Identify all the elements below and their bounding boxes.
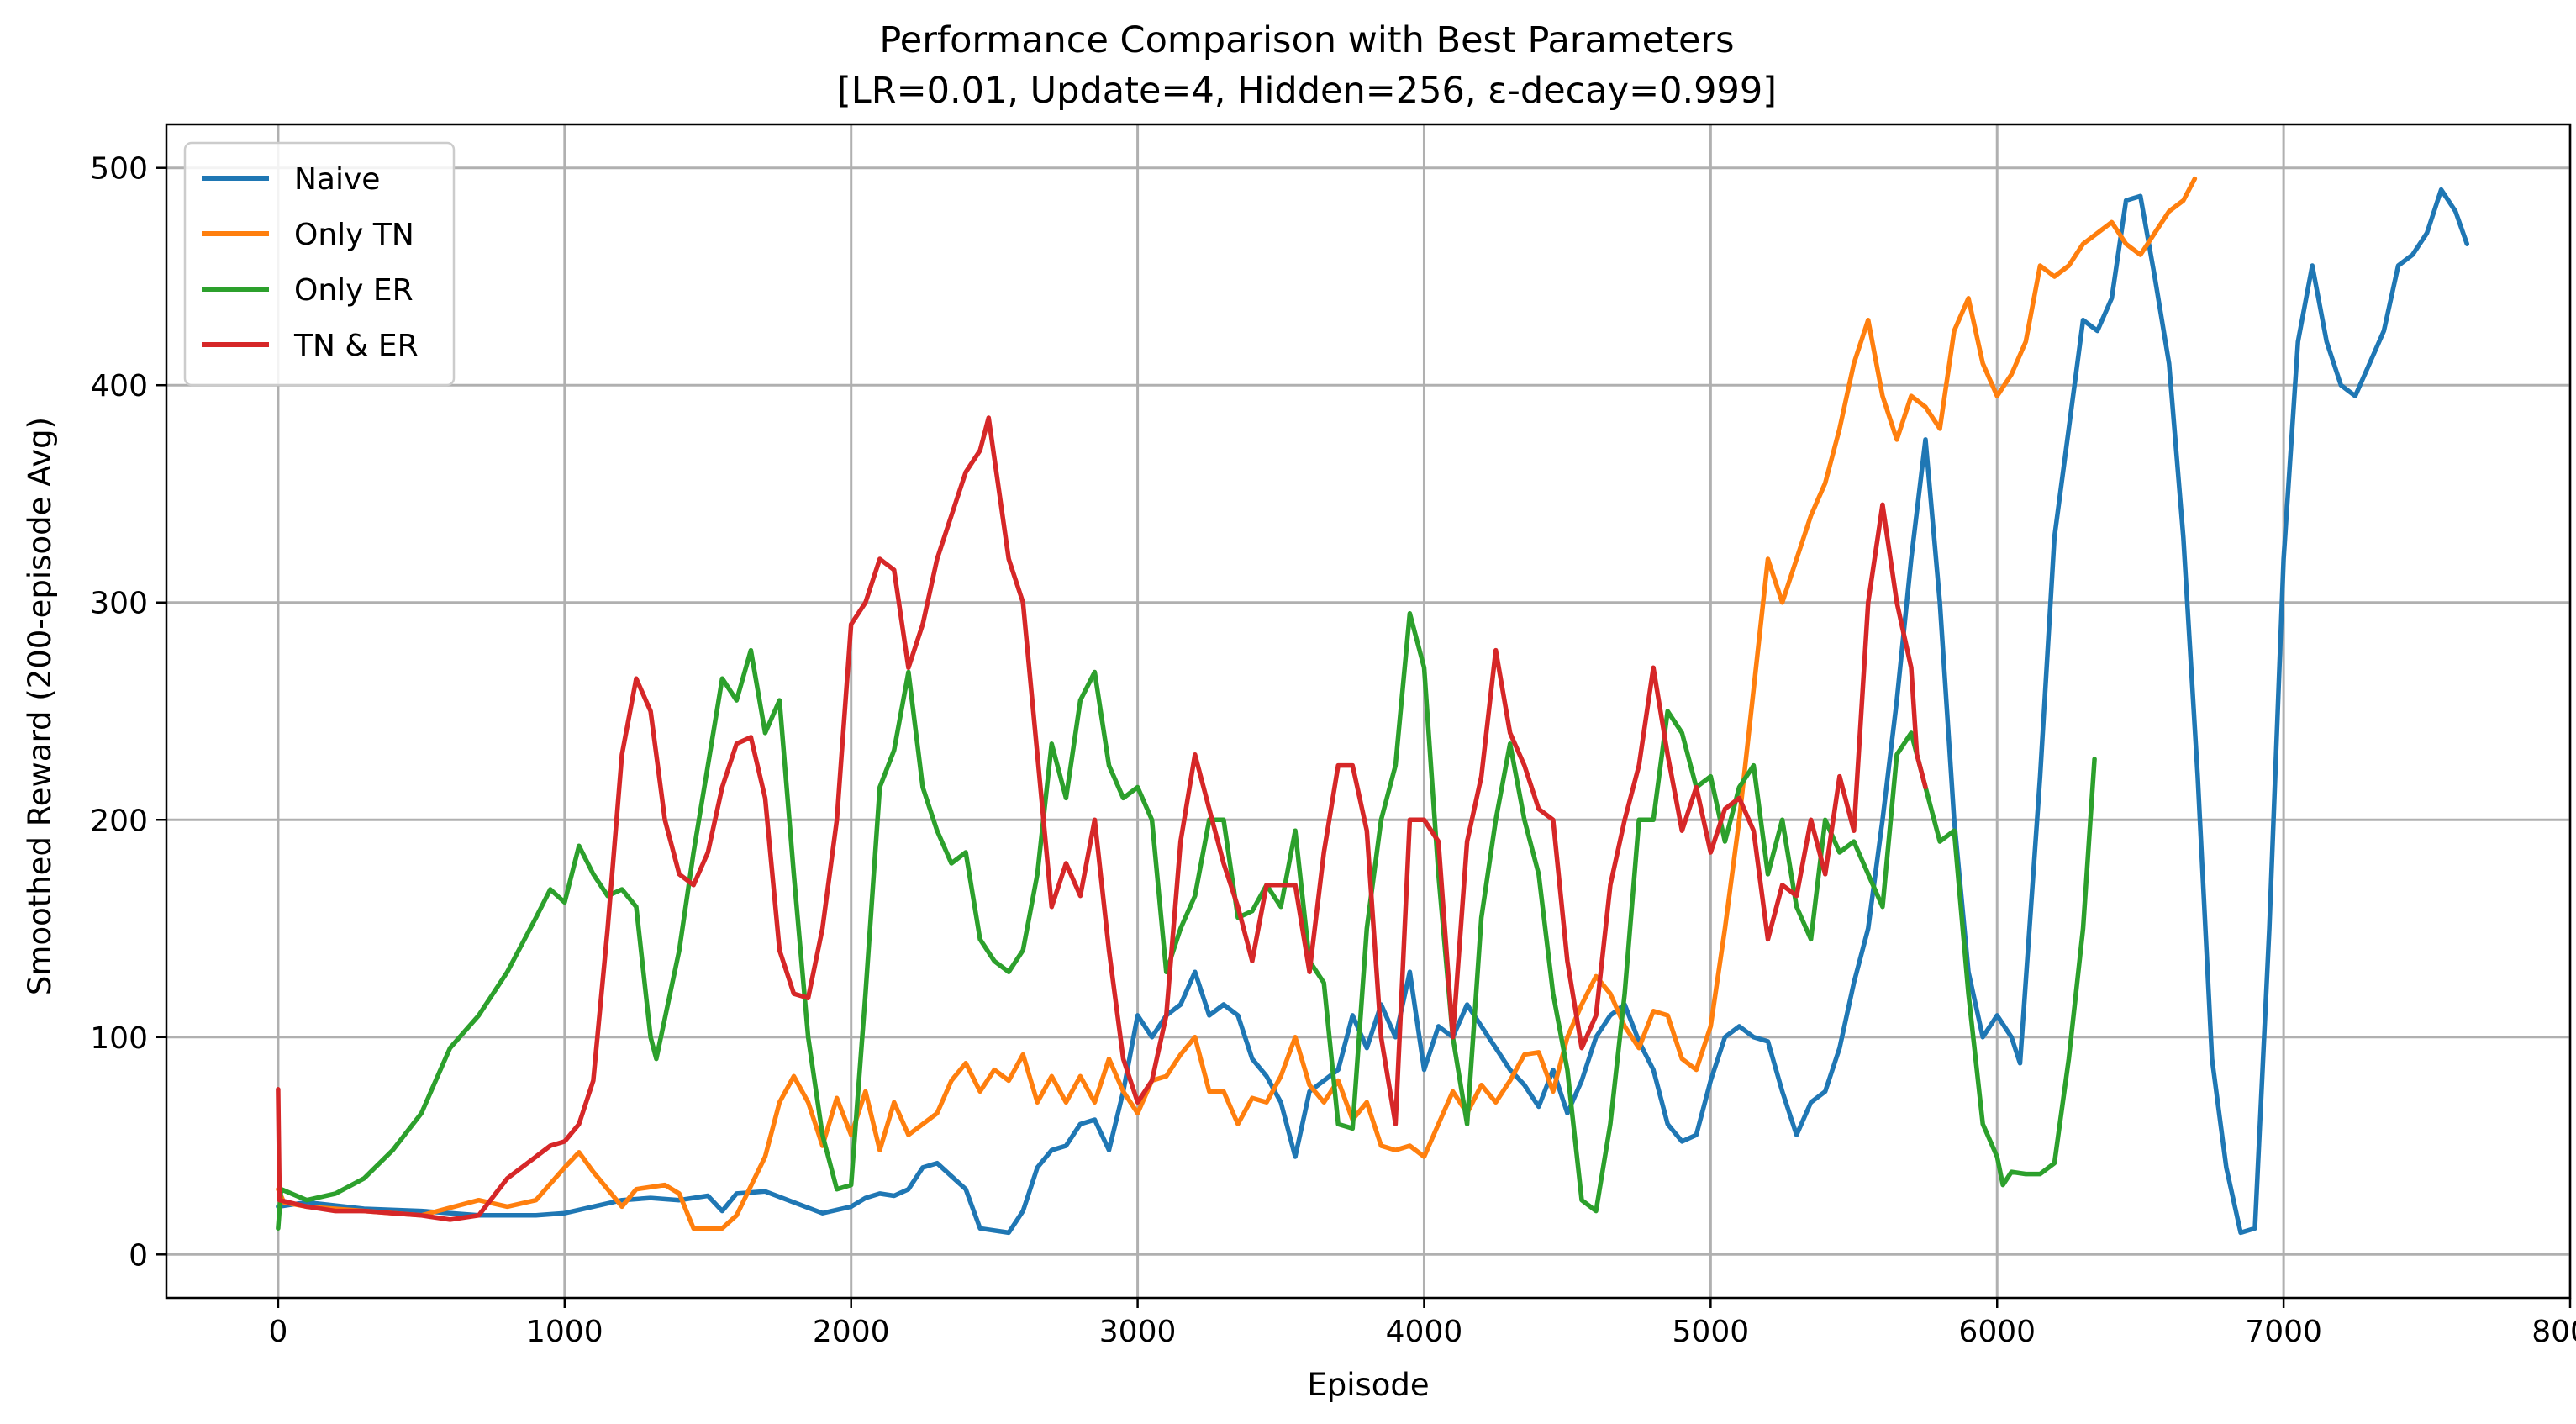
chart-title: Performance Comparison with Best Paramet… (879, 19, 1734, 61)
x-tick-label: 1000 (526, 1315, 603, 1349)
x-tick-label: 7000 (2245, 1315, 2322, 1349)
legend-box (183, 141, 456, 387)
series-line-tn-er (276, 415, 1928, 1222)
chart-subtitle: [LR=0.01, Update=4, Hidden=256, ε-decay=… (837, 70, 1777, 112)
axis-ticks: 0 1000 2000 3000 4000 5000 6000 7000 8000 0 100 200… (90, 152, 2576, 1349)
series-line-naive (276, 187, 2470, 1236)
legend-label: Only TN (294, 218, 414, 252)
legend-label: TN & ER (293, 329, 419, 363)
legend-label: Only ER (294, 273, 414, 308)
x-tick-label: 3000 (1099, 1315, 1177, 1349)
y-tick-label: 100 (90, 1021, 148, 1056)
x-axis-label: Episode (1307, 1367, 1429, 1403)
axes-frame (165, 123, 2572, 1300)
y-tick-label: 200 (90, 804, 148, 838)
y-tick-label: 400 (90, 369, 148, 403)
x-tick-label: 0 (268, 1315, 287, 1349)
x-tick-label: 2000 (813, 1315, 890, 1349)
y-tick-label: 300 (90, 587, 148, 621)
plot-frame (165, 123, 2572, 1300)
y-tick-label: 500 (90, 152, 148, 187)
x-tick-label: 6000 (1958, 1315, 2036, 1349)
y-tick-label: 0 (129, 1238, 148, 1273)
y-axis-label: Smoothed Reward (200-episode Avg) (22, 417, 58, 995)
series-group (276, 176, 2470, 1236)
legend-label: Naive (294, 162, 380, 197)
x-tick-label: 4000 (1386, 1315, 1463, 1349)
x-tick-label: 8000 (2531, 1315, 2576, 1349)
series-line-only-er (276, 610, 2097, 1231)
legend: Naive Only TN Only ER TN & ER (183, 141, 456, 387)
x-tick-label: 5000 (1673, 1315, 1750, 1349)
grid-lines (166, 124, 2572, 1298)
